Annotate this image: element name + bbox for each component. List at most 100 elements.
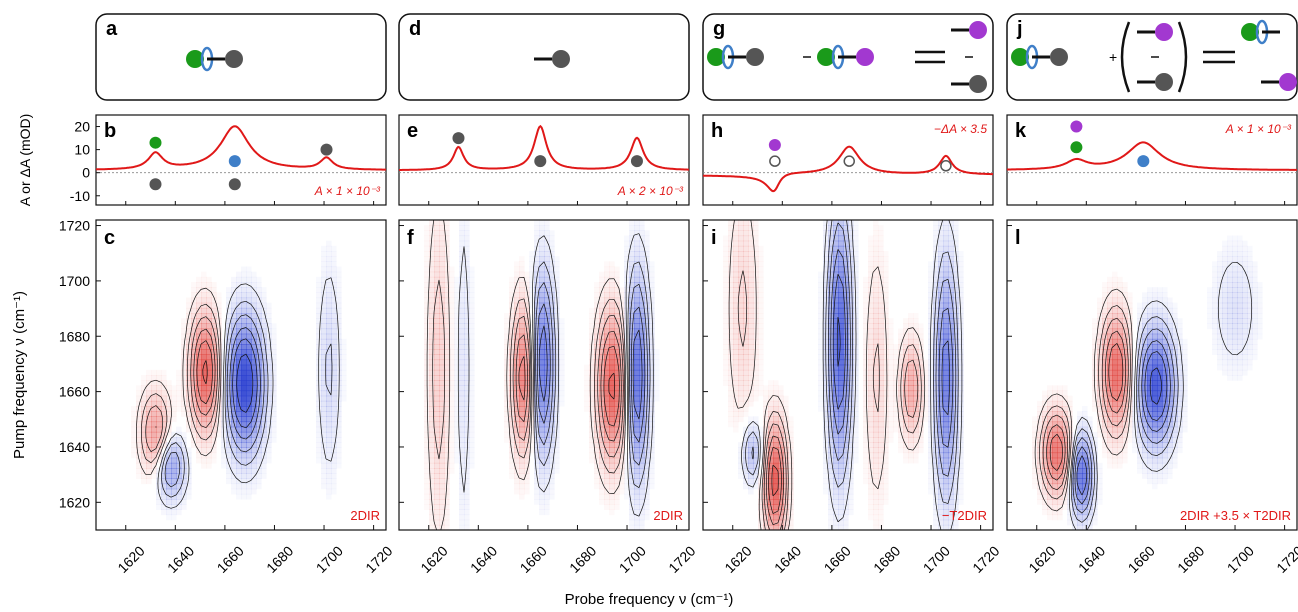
map-cell: [1057, 514, 1063, 521]
map-cell: [763, 519, 769, 526]
map-cell: [226, 323, 232, 330]
map-cell: [928, 431, 934, 438]
map-cell: [429, 282, 435, 288]
map-cell: [449, 307, 455, 314]
map-cell: [321, 416, 327, 423]
map-cell: [326, 251, 332, 257]
map-cell: [888, 369, 894, 376]
map-cell: [908, 395, 914, 402]
map-cell: [554, 421, 560, 428]
map-cell: [833, 297, 839, 304]
map-cell: [868, 302, 874, 309]
map-cell: [868, 499, 874, 505]
map-cell: [519, 494, 525, 500]
map-cell: [469, 359, 475, 366]
map-cell: [634, 519, 640, 526]
map-cell: [753, 380, 759, 386]
map-cell: [589, 431, 595, 438]
map-cell: [1052, 514, 1058, 521]
map-cell: [434, 462, 440, 469]
map-cell: [584, 401, 590, 407]
map-cell: [544, 380, 550, 386]
map-cell: [843, 499, 849, 505]
map-cell: [863, 323, 869, 330]
map-cell: [863, 437, 869, 443]
map-cell: [534, 364, 540, 371]
map-cell: [464, 235, 470, 242]
map-cell: [321, 421, 327, 428]
map-cell: [649, 282, 655, 288]
map-cell: [206, 359, 212, 366]
map-cell: [748, 478, 754, 485]
map-cell: [554, 452, 560, 459]
map-cell: [1032, 468, 1038, 474]
map-cell: [589, 323, 595, 330]
map-cell: [728, 390, 734, 397]
map-cell: [629, 359, 635, 366]
map-cell: [444, 261, 450, 268]
map-cell: [748, 344, 754, 350]
map-cell: [908, 380, 914, 386]
map-cell: [848, 225, 854, 231]
blue-marker-icon: [1137, 155, 1150, 168]
map-cell: [251, 452, 257, 459]
map-cell: [614, 462, 620, 469]
map-cell: [838, 266, 844, 273]
map-cell: [469, 344, 475, 350]
map-cell: [888, 411, 894, 417]
map-cell: [1152, 473, 1158, 479]
map-cell: [176, 406, 182, 412]
map-cell: [933, 287, 939, 293]
map-cell: [534, 488, 540, 495]
map-cell: [634, 318, 640, 324]
map-cell: [246, 406, 252, 412]
map-cell: [221, 395, 227, 402]
map-cell: [439, 359, 445, 366]
map-cell: [316, 302, 322, 309]
map-cell: [519, 302, 525, 309]
map-cell: [246, 276, 252, 283]
map-cell: [519, 297, 525, 304]
map-cell: [434, 437, 440, 443]
map-cell: [903, 344, 909, 350]
map-cell: [246, 400, 252, 407]
map-cell: [828, 256, 834, 262]
map-cell: [216, 318, 222, 324]
map-cell: [614, 483, 620, 490]
map-cell: [429, 220, 435, 226]
map-cell: [539, 287, 545, 293]
map-cell: [818, 282, 824, 288]
map-cell: [231, 426, 237, 433]
map-cell: [634, 302, 640, 309]
map-cell: [241, 313, 247, 319]
map-cell: [743, 235, 749, 242]
map-cell: [594, 364, 600, 371]
map-cell: [514, 457, 520, 464]
map-cell: [833, 400, 839, 407]
map-cell: [609, 375, 615, 381]
map-cell: [599, 282, 605, 288]
map-cell: [136, 390, 142, 397]
map-cell: [943, 416, 949, 423]
map-cell: [241, 302, 247, 309]
map-cell: [231, 307, 237, 314]
map-cell: [1087, 519, 1093, 526]
map-cell: [639, 287, 645, 293]
map-cell: [753, 220, 759, 226]
map-cell: [459, 323, 465, 330]
map-cell: [644, 395, 650, 402]
map-cell: [201, 328, 207, 335]
map-cell: [1092, 499, 1098, 505]
map-cell: [863, 457, 869, 464]
map-cell: [878, 359, 884, 366]
map-cell: [459, 524, 465, 530]
map-cell: [908, 364, 914, 371]
map-cell: [256, 323, 262, 330]
map-cell: [266, 421, 272, 428]
map-cell: [738, 282, 744, 288]
map-cell: [534, 245, 540, 252]
map-cell: [444, 457, 450, 464]
map-cell: [883, 266, 889, 273]
map-cell: [878, 452, 884, 459]
map-cell: [191, 349, 197, 355]
